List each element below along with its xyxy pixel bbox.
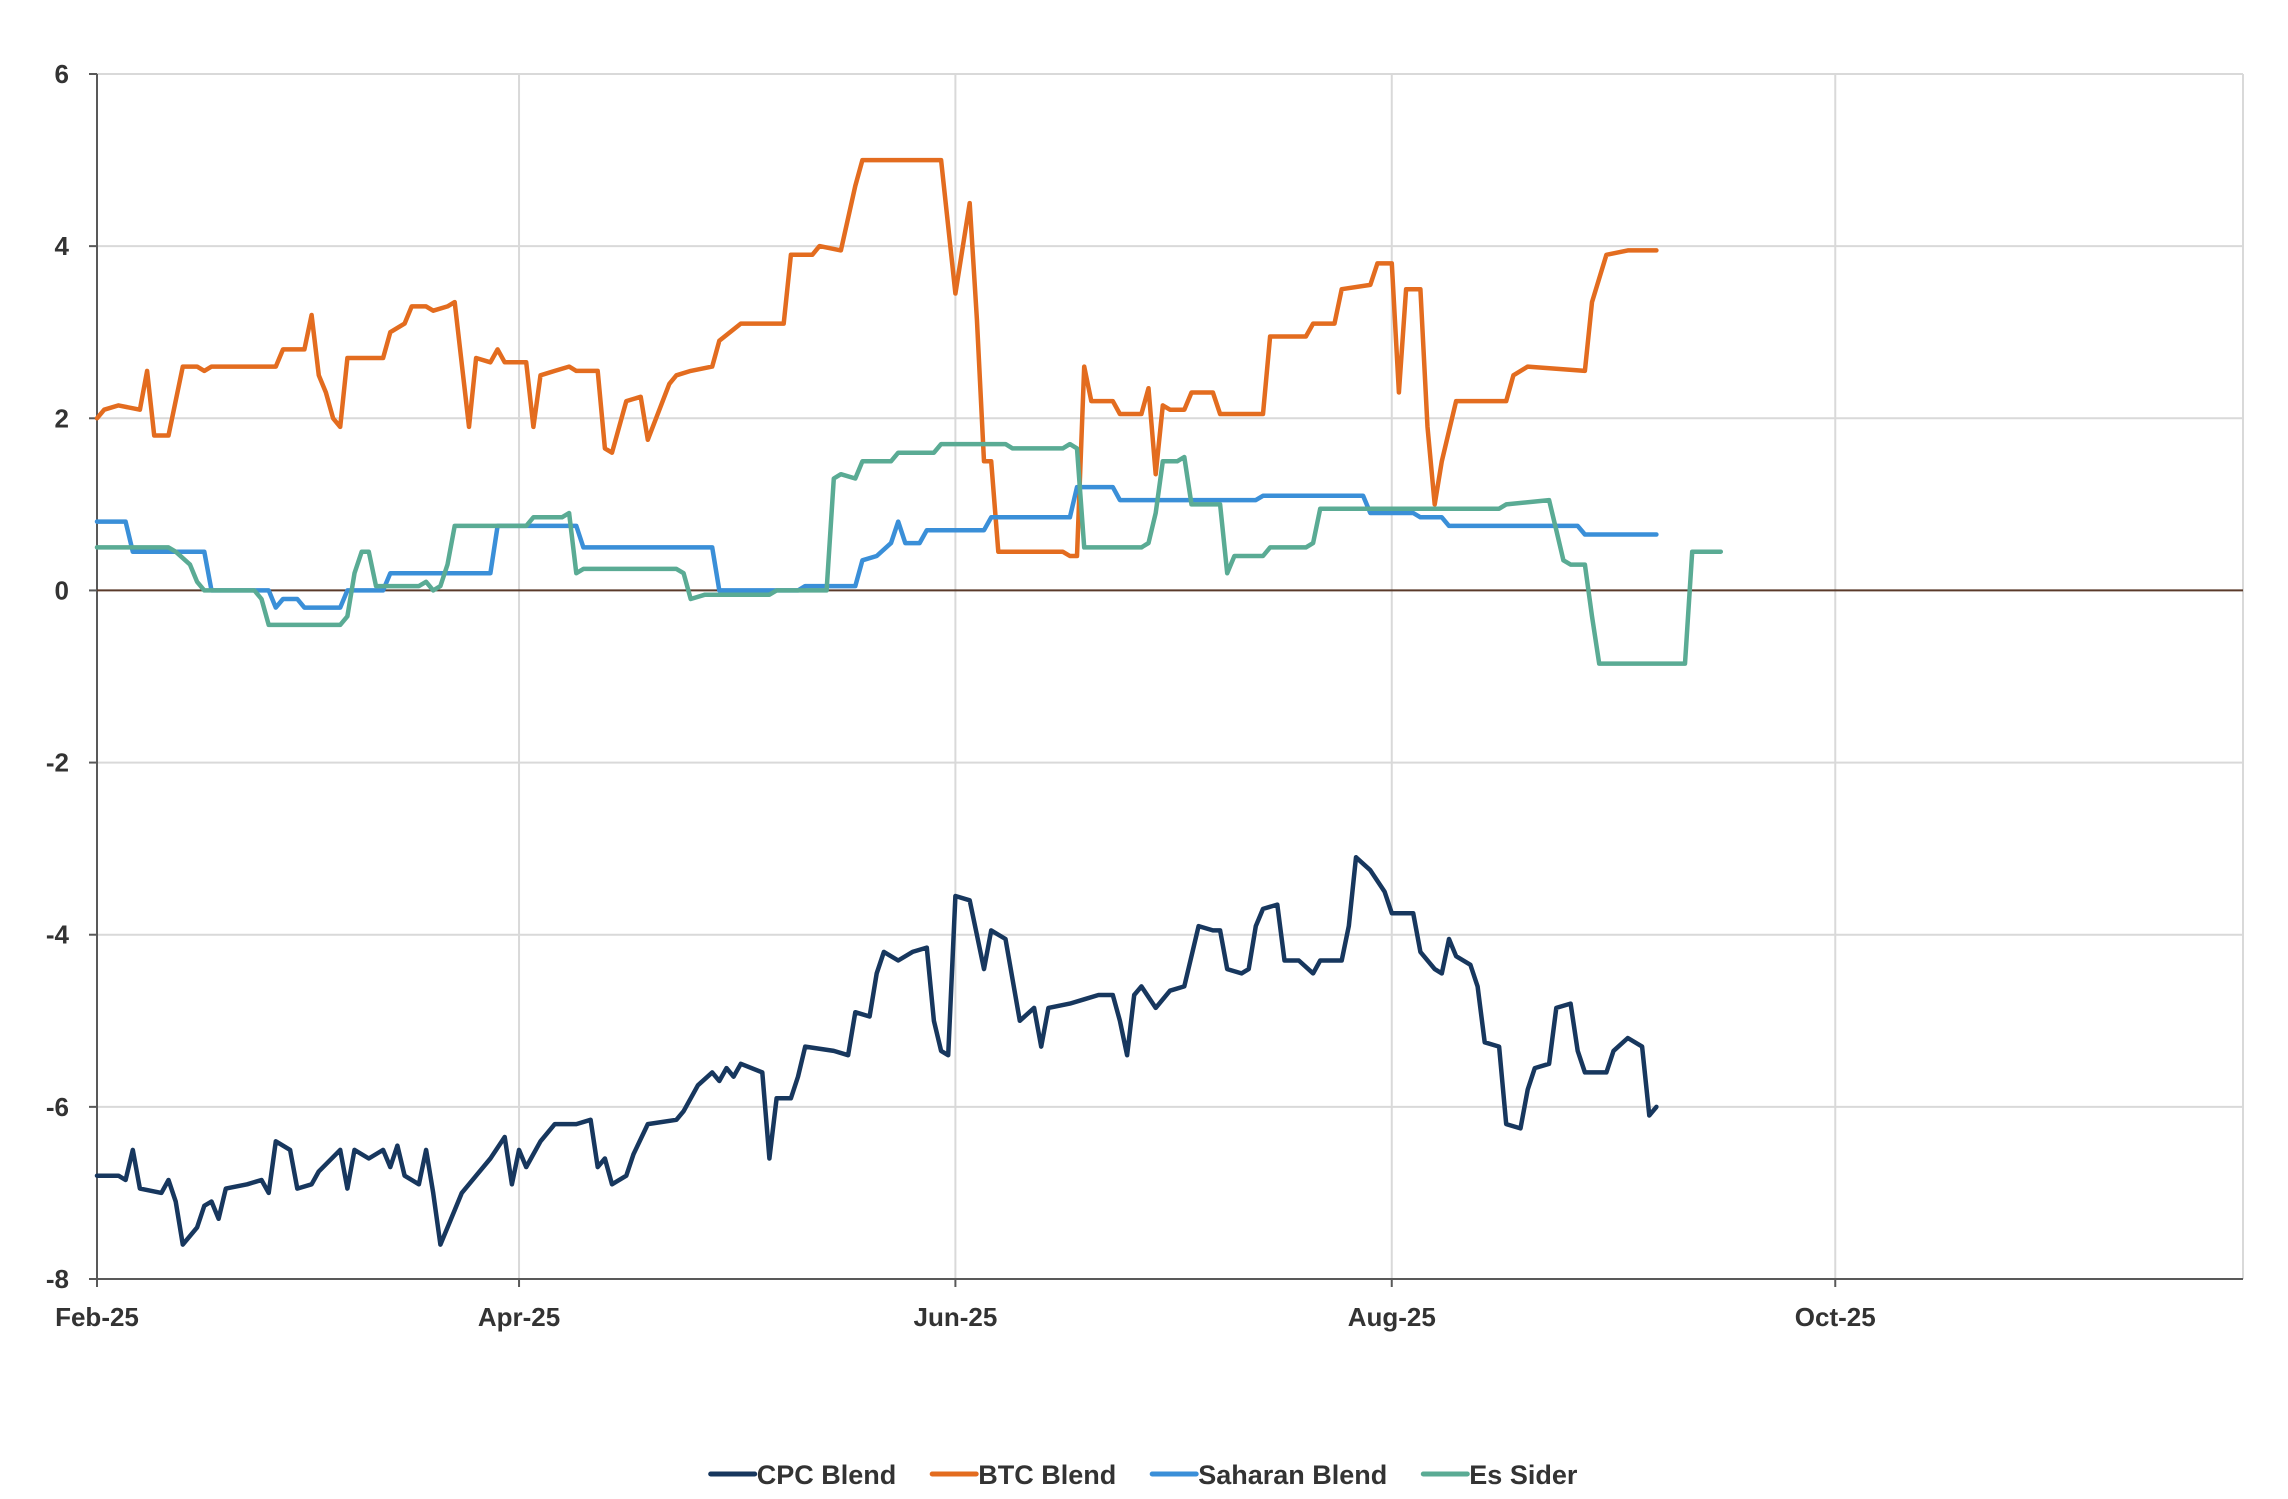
tick-labels: 6 4 2 0 -2 -4 -6 -8 Feb-25 Apr-25 Jun-25 Aug-25 Oct-… — [46, 59, 1876, 1332]
y-tick-label: 0 — [55, 575, 69, 605]
legend-item-btc-blend: BTC Blend — [929, 1460, 1116, 1490]
y-tick-label: -2 — [46, 748, 69, 778]
y-tick-label: -4 — [46, 920, 70, 950]
x-tick-label: Feb-25 — [55, 1302, 139, 1332]
legend-label: Saharan Blend — [1198, 1460, 1387, 1490]
y-tick-label: -8 — [46, 1264, 69, 1294]
series-line-es-sider — [94, 441, 1724, 666]
legend: CPC Blend BTC Blend Saharan Blend Es Sider — [708, 1460, 1578, 1490]
series-lines — [94, 157, 1724, 1247]
y-tick-label: 2 — [55, 403, 69, 433]
series-line-saharan-blend — [94, 484, 1659, 610]
legend-item-cpc-blend: CPC Blend — [708, 1460, 897, 1490]
x-tick-label: Jun-25 — [913, 1302, 997, 1332]
x-tick-label: Oct-25 — [1795, 1302, 1876, 1332]
legend-label: CPC Blend — [757, 1460, 897, 1490]
legend-label: BTC Blend — [978, 1460, 1116, 1490]
grid — [97, 73, 2244, 1280]
series-line-btc-blend — [94, 157, 1659, 559]
x-tick-label: Apr-25 — [478, 1302, 560, 1332]
axes — [89, 73, 2243, 1287]
x-tick-label: Aug-25 — [1348, 1302, 1436, 1332]
y-tick-label: 6 — [55, 59, 69, 89]
series-line-cpc-blend — [94, 855, 1659, 1247]
legend-item-saharan-blend: Saharan Blend — [1149, 1460, 1387, 1490]
legend-label: Es Sider — [1469, 1460, 1578, 1490]
y-tick-label: -6 — [46, 1092, 69, 1122]
legend-item-es-sider: Es Sider — [1420, 1460, 1578, 1490]
y-tick-label: 4 — [55, 231, 70, 261]
